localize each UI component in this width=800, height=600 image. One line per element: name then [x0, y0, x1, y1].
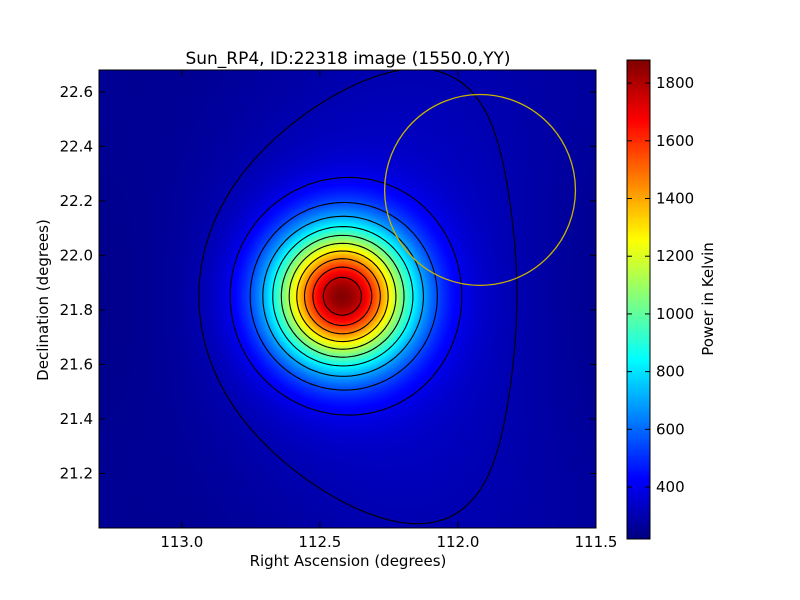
- colorbar-tick-label: 400: [656, 478, 685, 496]
- contour-level-1: [229, 176, 463, 416]
- colorbar-tick-label: 1000: [656, 305, 694, 323]
- colorbar-tick-label: 1600: [656, 132, 694, 150]
- x-tick-label: 112.5: [298, 533, 341, 551]
- x-axis-ticks: 113.0 112.5 112.0 111.5: [160, 70, 617, 551]
- heatmap-image: [99, 70, 596, 528]
- y-axis-ticks: 21.2 21.4 21.6 21.8 22.0 22.2 22.4 22.6: [60, 83, 596, 482]
- colorbar-gradient: [627, 60, 650, 539]
- contour-level-7: [296, 250, 389, 343]
- colorbar-tick-label: 1800: [656, 74, 694, 92]
- contour-level-8: [303, 258, 381, 335]
- y-tick-label: 21.8: [60, 301, 93, 319]
- colorbar-tick-label: 600: [656, 420, 685, 438]
- contour-level-4: [272, 226, 414, 367]
- colorbar-tick-label: 1200: [656, 247, 694, 265]
- chart-title: Sun_RP4, ID:22318 image (1550.0,YY): [185, 49, 510, 69]
- x-tick-label: 113.0: [160, 533, 203, 551]
- colorbar-tick-label: 800: [656, 363, 685, 381]
- contour-level-9: [312, 266, 373, 327]
- y-tick-label: 21.2: [60, 464, 93, 482]
- colorbar-tick-label: 1400: [656, 190, 694, 208]
- plot-area: [99, 70, 596, 528]
- contour-level-6: [288, 242, 397, 350]
- y-tick-label: 21.4: [60, 410, 93, 428]
- y-axis-label: Declination (degrees): [34, 219, 52, 381]
- y-tick-label: 22.6: [60, 83, 93, 101]
- contour-level-0: [198, 69, 518, 525]
- contour-level-2: [249, 201, 438, 391]
- colorbar-frame: [626, 59, 651, 540]
- y-tick-label: 21.6: [60, 355, 93, 373]
- contour-level-10: [322, 276, 362, 316]
- contour-level-5: [280, 234, 405, 358]
- marker-circle: [383, 93, 577, 287]
- colorbar-ticks: 400 600 800 1000 1200 1400 1600 1800: [627, 74, 694, 496]
- x-axis-label: Right Ascension (degrees): [250, 552, 447, 570]
- contour-lines: [198, 69, 518, 525]
- y-tick-label: 22.0: [60, 246, 93, 264]
- colorbar-label: Power in Kelvin: [699, 242, 717, 356]
- plot-frame: [98, 69, 597, 529]
- x-tick-label: 112.0: [436, 533, 479, 551]
- y-tick-label: 22.4: [60, 137, 93, 155]
- x-tick-label: 111.5: [575, 533, 618, 551]
- y-tick-label: 22.2: [60, 192, 93, 210]
- contour-level-3: [262, 215, 424, 377]
